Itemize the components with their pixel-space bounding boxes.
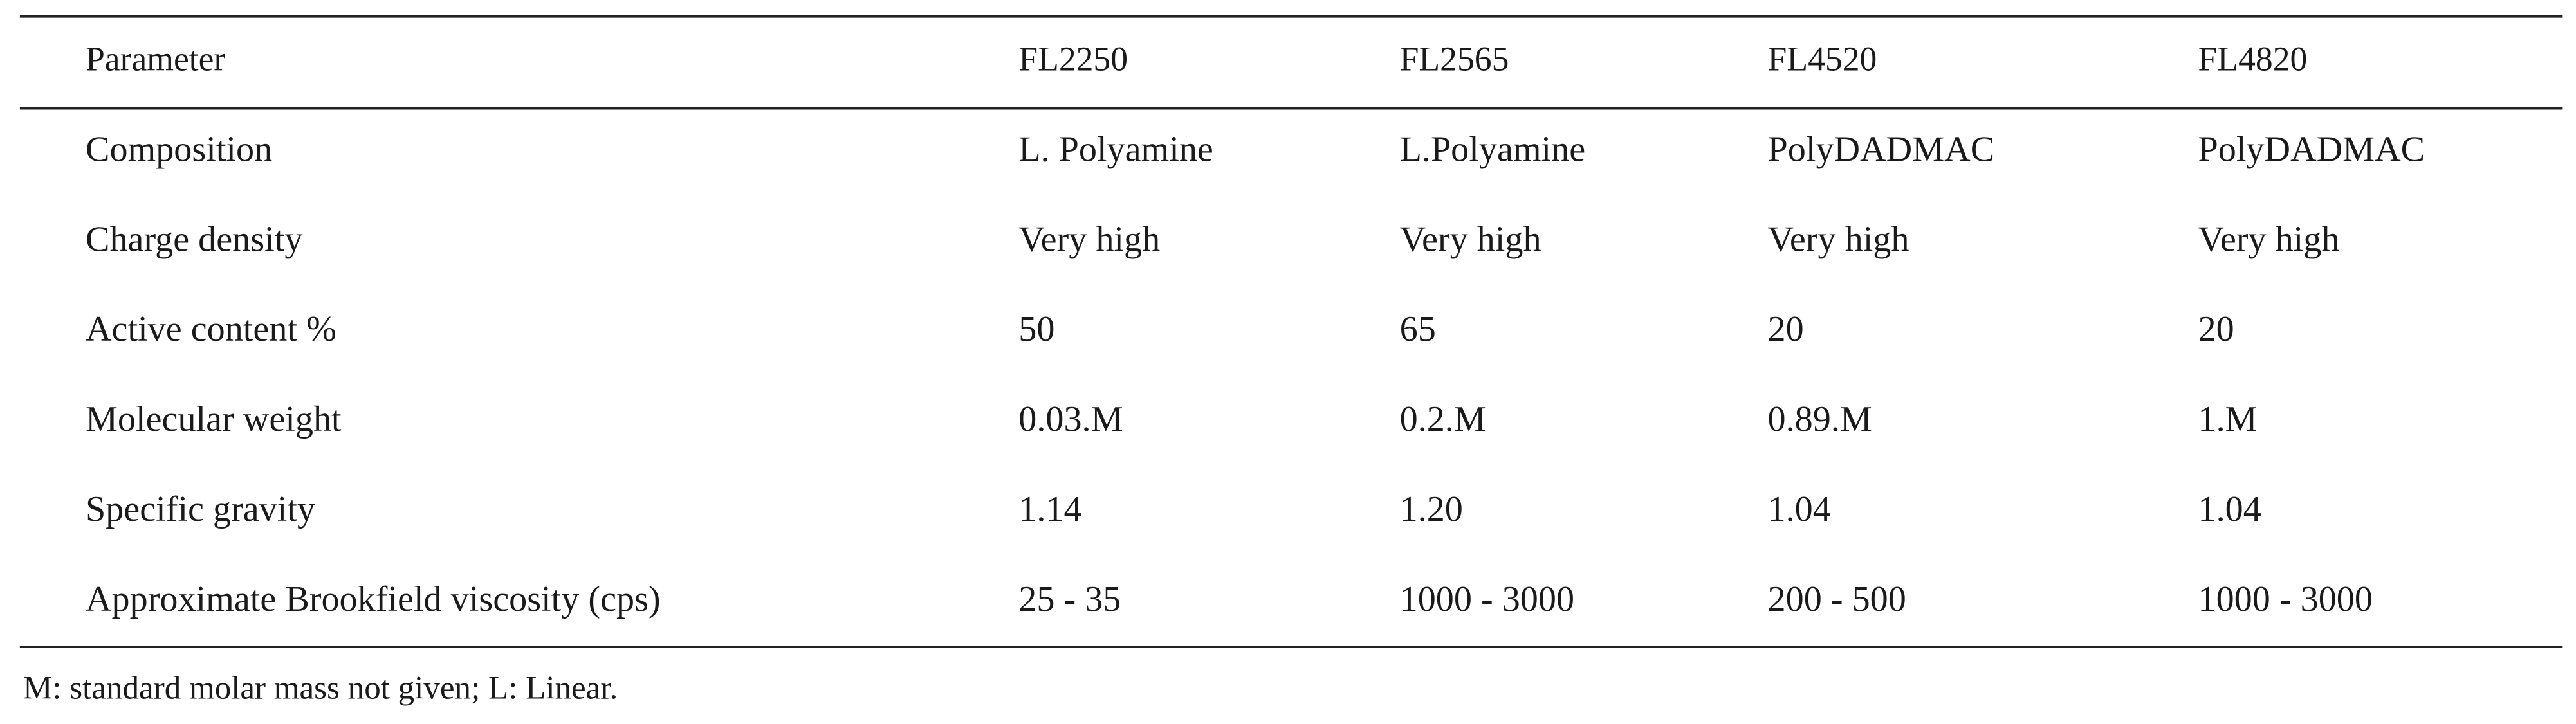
table-cell: 1000 - 3000 (2198, 579, 2373, 619)
table-cell: 1.04 (2198, 489, 2261, 529)
header-cell: FL4520 (1768, 39, 1877, 78)
row-label: Active content % (86, 309, 336, 349)
table-cell: L.Polyamine (1400, 129, 1586, 169)
table-cell: 1.04 (1768, 489, 1831, 529)
row-label: Molecular weight (86, 399, 342, 439)
header-cell: Parameter (86, 39, 225, 78)
table-cell: Very high (2198, 219, 2340, 259)
row-label: Approximate Brookfield viscosity (cps) (86, 579, 661, 619)
table-cell: 50 (1018, 309, 1054, 349)
footnote: M: standard molar mass not given; L: Lin… (23, 670, 618, 707)
table-cell: 0.2.M (1400, 399, 1486, 439)
table-cell: 25 - 35 (1018, 579, 1121, 619)
table-cell: 200 - 500 (1768, 579, 1906, 619)
table-cell: Very high (1400, 219, 1541, 259)
table-cell: 1.M (2198, 399, 2258, 439)
table-cell: PolyDADMAC (1768, 129, 1995, 169)
table-cell: 20 (2198, 309, 2234, 349)
header-cell: FL4820 (2198, 39, 2308, 78)
table-cell: 65 (1400, 309, 1436, 349)
table-cell: Very high (1018, 219, 1160, 259)
header-cell: FL2565 (1400, 39, 1509, 78)
row-label: Charge density (86, 219, 302, 259)
table-cell: 1.14 (1018, 489, 1081, 529)
table-cell: 0.03.M (1018, 399, 1123, 439)
table-cell: PolyDADMAC (2198, 129, 2425, 169)
table-cell: L. Polyamine (1018, 129, 1213, 169)
row-label: Composition (86, 129, 272, 169)
row-label: Specific gravity (86, 489, 315, 529)
table-cell: 1.20 (1400, 489, 1463, 529)
table-cell: 1000 - 3000 (1400, 579, 1574, 619)
table-cell: 0.89.M (1768, 399, 1872, 439)
table-cell: 20 (1768, 309, 1804, 349)
table-cell: Very high (1768, 219, 1909, 259)
header-cell: FL2250 (1018, 39, 1128, 78)
